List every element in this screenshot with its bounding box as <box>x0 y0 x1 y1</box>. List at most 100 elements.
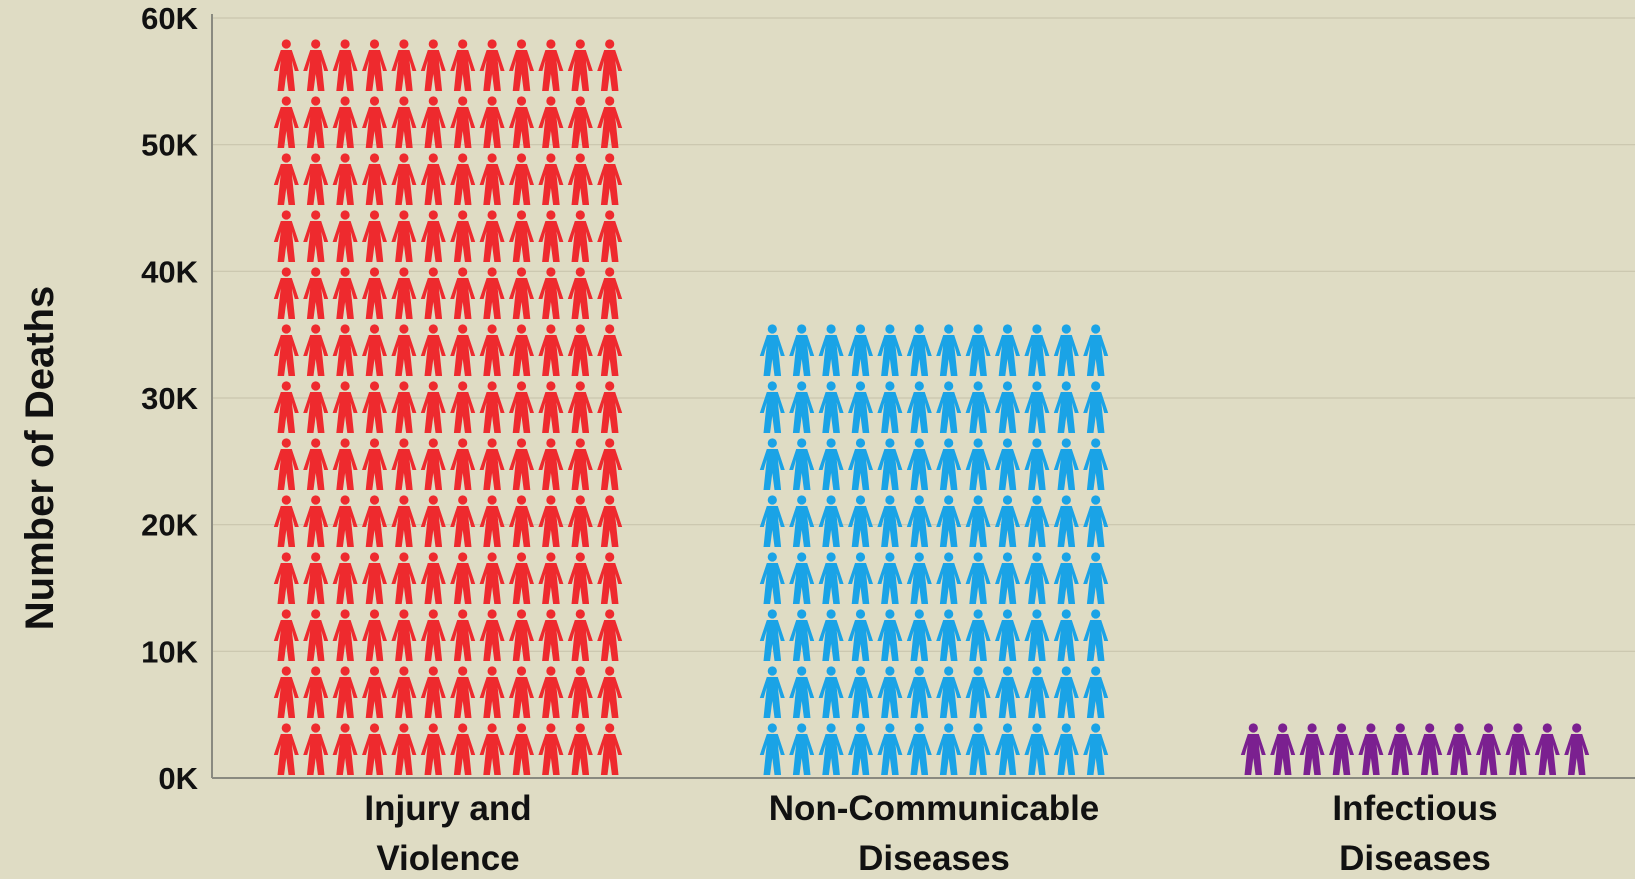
person-icon <box>1024 438 1050 490</box>
person-icon <box>450 267 476 319</box>
person-icon <box>479 381 505 433</box>
person-icon <box>391 324 417 376</box>
person-icon <box>479 495 505 547</box>
person-icon <box>450 438 476 490</box>
person-icon <box>906 324 932 376</box>
person-icon <box>936 609 962 661</box>
person-icon <box>995 495 1020 547</box>
person-icon <box>1083 666 1109 718</box>
person-icon <box>362 210 387 262</box>
person-icon <box>450 210 476 262</box>
person-icon <box>509 723 534 775</box>
person-icon <box>936 438 962 490</box>
person-icon <box>509 153 534 205</box>
person-icon <box>303 552 329 604</box>
person-icon <box>479 324 505 376</box>
person-icon <box>391 153 417 205</box>
person-icon <box>332 267 358 319</box>
person-icon <box>597 210 623 262</box>
person-icon <box>567 609 593 661</box>
person-icon <box>450 324 476 376</box>
person-icon <box>273 267 299 319</box>
person-icon <box>509 210 534 262</box>
person-icon <box>332 723 358 775</box>
bars <box>273 39 1590 775</box>
person-icon <box>1053 552 1079 604</box>
person-icon <box>877 723 903 775</box>
person-icon <box>995 381 1020 433</box>
person-icon <box>1024 666 1050 718</box>
person-icon <box>391 381 417 433</box>
person-icon <box>995 552 1020 604</box>
person-icon <box>759 495 785 547</box>
person-icon <box>1024 552 1050 604</box>
person-icon <box>818 723 844 775</box>
person-icon <box>303 39 329 91</box>
person-icon <box>509 609 534 661</box>
person-icon <box>906 495 932 547</box>
person-icon <box>450 381 476 433</box>
y-tick-label: 10K <box>141 634 198 669</box>
person-icon <box>420 609 446 661</box>
person-icon <box>848 609 873 661</box>
person-icon <box>1083 609 1109 661</box>
person-icon <box>1053 666 1079 718</box>
person-icon <box>303 153 329 205</box>
person-icon <box>509 666 534 718</box>
person-icon <box>273 609 299 661</box>
person-icon <box>1083 438 1109 490</box>
person-icon <box>332 609 358 661</box>
person-icon <box>789 495 815 547</box>
person-icon <box>1564 723 1590 775</box>
person-icon <box>303 723 329 775</box>
person-icon <box>420 39 446 91</box>
person-icon <box>303 438 329 490</box>
person-icon <box>1053 438 1079 490</box>
person-icon <box>1083 552 1109 604</box>
person-icon <box>509 39 534 91</box>
person-icon <box>818 609 844 661</box>
person-icon <box>273 39 299 91</box>
person-icon <box>509 438 534 490</box>
person-icon <box>538 609 564 661</box>
person-icon <box>906 666 932 718</box>
person-icon <box>1240 723 1266 775</box>
person-icon <box>538 39 564 91</box>
person-icon <box>906 609 932 661</box>
person-icon <box>1534 723 1560 775</box>
person-icon <box>273 210 299 262</box>
person-icon <box>509 381 534 433</box>
person-icon <box>538 153 564 205</box>
person-icon <box>567 210 593 262</box>
person-icon <box>848 666 873 718</box>
x-tick-label: Non-Communicable Diseases <box>769 789 1100 878</box>
person-icon <box>538 267 564 319</box>
person-icon <box>789 723 815 775</box>
person-icon <box>538 552 564 604</box>
person-icon <box>391 39 417 91</box>
person-icon <box>303 666 329 718</box>
person-icon <box>877 495 903 547</box>
person-icon <box>567 666 593 718</box>
person-icon <box>538 96 564 148</box>
person-icon <box>789 381 815 433</box>
person-icon <box>936 723 962 775</box>
person-icon <box>789 552 815 604</box>
person-icon <box>848 723 873 775</box>
person-icon <box>420 552 446 604</box>
person-icon <box>391 723 417 775</box>
person-icon <box>273 438 299 490</box>
person-icon <box>965 495 991 547</box>
x-tick-label: Injury and Violence <box>364 789 531 878</box>
y-tick-label: 0K <box>158 761 198 796</box>
person-icon <box>1053 609 1079 661</box>
person-icon <box>818 495 844 547</box>
person-icon <box>362 267 387 319</box>
person-icon <box>332 39 358 91</box>
person-icon <box>965 666 991 718</box>
person-icon <box>273 324 299 376</box>
person-icon <box>906 552 932 604</box>
person-icon <box>567 723 593 775</box>
person-icon <box>965 723 991 775</box>
person-icon <box>567 39 593 91</box>
